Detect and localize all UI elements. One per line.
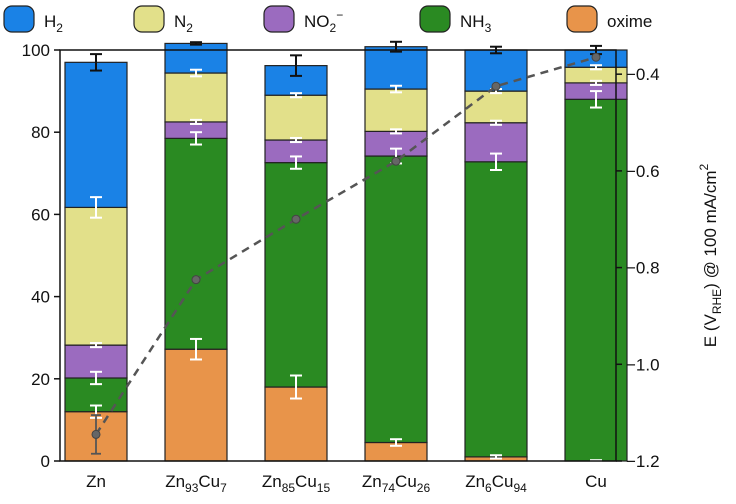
potential-point-zn85cu15 bbox=[291, 214, 301, 224]
y2-tick-label: −0.8 bbox=[626, 259, 660, 278]
legend-item-h2: H2​ bbox=[3, 5, 63, 35]
bar-nh3-zn74cu26 bbox=[364, 155, 428, 444]
y-tick-label: 20 bbox=[31, 370, 50, 389]
error-bar-h2-zn93cu7 bbox=[190, 41, 202, 46]
potential-series bbox=[91, 52, 601, 455]
y-tick-label: 0 bbox=[41, 452, 50, 471]
error-bar-no2-zn bbox=[90, 342, 102, 349]
error-bar-no2-zn74cu26 bbox=[390, 128, 402, 135]
y-tick-label: 100 bbox=[22, 41, 50, 60]
bar-oxime-zn93cu7 bbox=[164, 348, 228, 462]
error-bar-no2-zn93cu7 bbox=[190, 118, 202, 125]
bars bbox=[64, 42, 628, 462]
legend-item-oxime: oxime bbox=[566, 5, 652, 33]
x-tick-label-zn6cu94: Zn6​Cu94​ bbox=[465, 472, 527, 495]
y2-tick-label: −0.6 bbox=[626, 162, 660, 181]
axes bbox=[59, 49, 617, 462]
error-bar-oxime-zn6cu94 bbox=[490, 454, 502, 460]
x-tick-label-zn74cu26: Zn74​Cu26​ bbox=[362, 472, 431, 495]
bar-h2-zn74cu26 bbox=[364, 46, 428, 90]
y-tick-label: 60 bbox=[31, 205, 50, 224]
category-labels: Zn Zn93​Cu7​ Zn85​Cu15​ Zn74​Cu26​ Zn6​Cu94​… bbox=[86, 472, 607, 495]
potential-point-zn6cu94 bbox=[491, 81, 501, 91]
y2-tick-label: −1.2 bbox=[626, 452, 660, 471]
potential-point-cu bbox=[591, 52, 601, 62]
error-bar-no2-zn6cu94 bbox=[490, 119, 502, 126]
error-bar-n2-zn85cu15 bbox=[290, 92, 302, 99]
bar-nh3-zn6cu94 bbox=[464, 161, 528, 458]
y-tick-label: 80 bbox=[31, 123, 50, 142]
error-bar-h2-zn bbox=[90, 53, 102, 72]
error-bar-oxime-zn93cu7 bbox=[190, 337, 202, 361]
ticks: 0 20 40 60 80 100 −1.2 −1.0 −0.8 −0.6 −0.4 bbox=[22, 41, 660, 471]
error-bar-oxime-zn85cu15 bbox=[290, 374, 302, 400]
legend-item-no2: NO2​−​ bbox=[263, 5, 343, 35]
y2-tick-label: −1.0 bbox=[626, 355, 660, 374]
error-bar-n2-zn bbox=[90, 196, 102, 219]
error-bar-oxime-zn74cu26 bbox=[390, 438, 402, 447]
svg-text:oxime: oxime bbox=[607, 12, 652, 31]
error-bar-nh3-cu bbox=[590, 90, 602, 109]
error-bar-no2-cu bbox=[590, 79, 602, 86]
right-axis-title: E (VRHE) @ 100 mA/cm2 bbox=[697, 163, 724, 347]
potential-point-zn bbox=[91, 429, 101, 439]
error-bar-h2-zn85cu15 bbox=[290, 54, 302, 77]
svg-text:N2​: N2​ bbox=[174, 12, 193, 35]
error-bar-n2-cu bbox=[590, 64, 602, 71]
bar-nh3-cu bbox=[564, 98, 628, 462]
bar-nh3-zn93cu7 bbox=[164, 137, 228, 350]
y2-tick-label: −0.4 bbox=[626, 65, 660, 84]
potential-point-zn93cu7 bbox=[191, 275, 201, 285]
error-bar-nh3-zn93cu7 bbox=[190, 131, 202, 146]
error-bar-n2-zn93cu7 bbox=[190, 68, 202, 78]
bar-n2-zn93cu7 bbox=[164, 72, 228, 123]
bar-n2-zn bbox=[64, 206, 128, 346]
x-tick-label-zn: Zn bbox=[86, 472, 106, 491]
x-tick-label-zn93cu7: Zn93​Cu7​ bbox=[165, 472, 227, 495]
error-bar-nh3-zn6cu94 bbox=[490, 152, 502, 172]
bar-nh3-zn85cu15 bbox=[264, 162, 328, 388]
error-bar-no2-zn85cu15 bbox=[290, 136, 302, 144]
svg-text:NO2​−​: NO2​−​ bbox=[304, 8, 343, 35]
x-tick-label-zn85cu15: Zn85​Cu15​ bbox=[262, 472, 331, 495]
error-bar-nh3-zn bbox=[90, 370, 102, 386]
error-bar-nh3-zn85cu15 bbox=[290, 155, 302, 170]
legend-item-n2: N2​ bbox=[133, 5, 193, 35]
bar-n2-zn85cu15 bbox=[264, 94, 328, 141]
legend: H2​ N2​ NO2​−​ NH3​ oxime bbox=[3, 5, 652, 35]
bar-h2-zn bbox=[64, 61, 128, 209]
svg-text:NH3​: NH3​ bbox=[460, 12, 492, 35]
y-tick-label: 40 bbox=[31, 288, 50, 307]
x-tick-label-cu: Cu bbox=[585, 472, 607, 491]
legend-item-nh3: NH3​ bbox=[419, 5, 492, 35]
plot-frame bbox=[59, 49, 617, 462]
bar-n2-zn74cu26 bbox=[364, 88, 428, 132]
bar-n2-zn6cu94 bbox=[464, 90, 528, 124]
error-bar-n2-zn74cu26 bbox=[390, 84, 402, 94]
svg-text:H2​: H2​ bbox=[44, 12, 63, 35]
bar-h2-zn93cu7 bbox=[164, 42, 228, 74]
y2-axis-title: E (VRHE) @ 100 mA/cm2 bbox=[697, 163, 724, 347]
potential-point-zn74cu26 bbox=[391, 156, 401, 166]
